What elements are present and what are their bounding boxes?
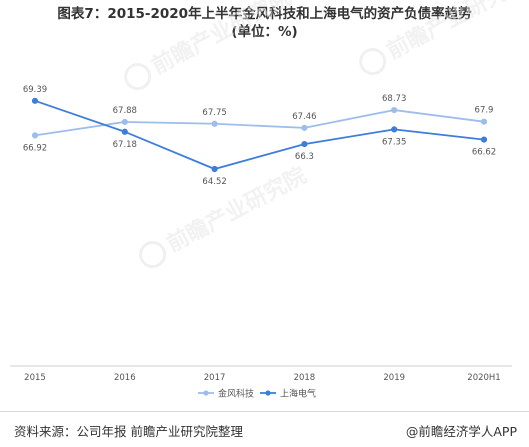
legend-swatch-marker: [265, 390, 271, 396]
data-label: 68.73: [382, 94, 406, 104]
x-tick-label: 2015: [24, 373, 46, 383]
legend-label: 金风科技: [218, 388, 254, 400]
chart-subtitle: (单位：%): [231, 24, 298, 40]
data-label: 67.35: [382, 137, 406, 147]
data-label: 64.52: [202, 177, 226, 187]
watermark-text: 前瞻产业研究院: [147, 0, 295, 80]
brand-credit: @前瞻经济学人APP: [405, 424, 517, 439]
data-point: [121, 128, 128, 135]
data-label: 66.62: [472, 148, 496, 158]
x-tick-label: 2017: [204, 373, 226, 383]
watermark: 前瞻产业研究院: [359, 0, 529, 76]
data-point: [480, 136, 488, 143]
data-label: 67.9: [475, 106, 494, 116]
series-line: [34, 99, 485, 170]
legend-swatch-marker: [203, 390, 209, 396]
data-point: [211, 120, 218, 127]
chart-title: 图表7：2015-2020年上半年金风科技和上海电气的资产负债率趋势: [57, 6, 472, 22]
watermark-logo: [359, 48, 387, 76]
data-point: [31, 132, 39, 139]
data-point: [121, 118, 128, 126]
data-point: [211, 165, 218, 173]
x-tick-label: 2019: [383, 373, 405, 383]
watermark-logo: [139, 241, 167, 269]
watermark: 前瞻产业研究院: [124, 0, 296, 91]
watermark-text: 前瞻产业研究院: [162, 162, 310, 257]
x-tick-label: 2016: [114, 373, 136, 383]
data-point: [301, 140, 308, 148]
data-point: [31, 97, 39, 104]
data-point: [301, 124, 308, 131]
data-label: 67.46: [292, 112, 316, 122]
chart-footer: 资料来源：公司年报 前瞻产业研究院整理 @前瞻经济学人APP: [0, 411, 529, 447]
x-tick-label: 2020H1: [467, 373, 500, 383]
data-label: 69.39: [23, 85, 47, 95]
data-label: 67.18: [113, 140, 137, 150]
source-note: 资料来源：公司年报 前瞻产业研究院整理: [14, 424, 243, 439]
data-point: [480, 118, 488, 125]
watermark-text: 前瞻产业研究院: [382, 0, 529, 65]
data-label: 66.92: [23, 143, 47, 153]
data-label: 67.88: [113, 106, 137, 116]
legend-label: 上海电气: [280, 388, 316, 400]
data-point: [391, 126, 398, 133]
data-label: 67.75: [202, 108, 226, 118]
watermark-logo: [124, 63, 152, 91]
data-label: 66.3: [295, 152, 314, 162]
data-point: [391, 106, 398, 114]
series-line: [34, 109, 485, 137]
x-tick-label: 2018: [294, 373, 316, 383]
